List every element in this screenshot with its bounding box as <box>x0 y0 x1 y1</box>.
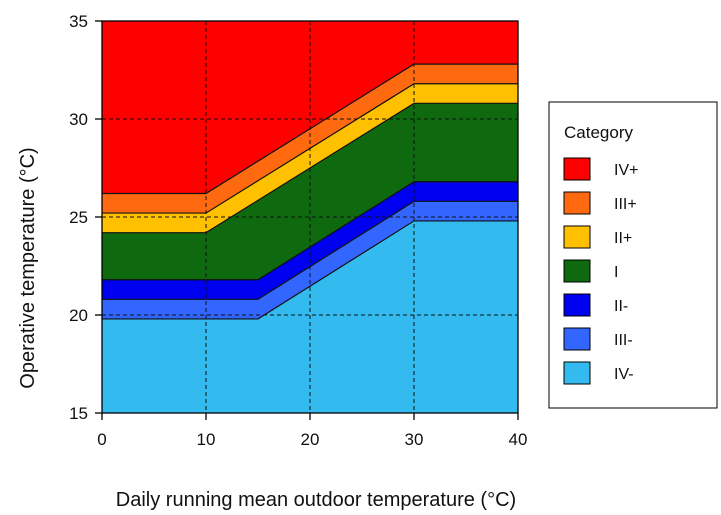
legend-swatch <box>563 225 591 249</box>
band-iii-minus <box>102 201 518 319</box>
legend-label: I <box>614 264 618 281</box>
legend-label: III- <box>614 332 633 349</box>
legend-item-ii-minus: II- <box>563 293 628 317</box>
legend-item-i: I <box>563 259 618 283</box>
boundary-line <box>102 220 518 320</box>
legend-items: IV+III+II+III-III-IV- <box>563 157 638 385</box>
legend-swatch <box>563 293 591 317</box>
y-tick-label: 30 <box>69 110 88 129</box>
legend-swatch <box>563 259 591 283</box>
y-tick-label: 25 <box>69 208 88 227</box>
legend-swatch <box>563 361 591 385</box>
legend-swatch <box>563 157 591 181</box>
x-tick-label: 40 <box>509 430 528 449</box>
y-tick-label: 35 <box>69 12 88 31</box>
x-tick-label: 20 <box>301 430 320 449</box>
legend-label: IV- <box>614 366 634 383</box>
x-tick-label: 10 <box>197 430 216 449</box>
boundary-line <box>102 181 518 281</box>
y-axis-title: Operative temperature (°C) <box>17 147 39 388</box>
band-ii-minus <box>102 181 518 300</box>
legend-frame <box>548 101 718 409</box>
axis-ticks <box>95 20 519 420</box>
legend-item-iv-minus: IV- <box>563 361 634 385</box>
legend-title: Category <box>564 123 633 142</box>
x-tick-label: 0 <box>97 430 106 449</box>
y-tick-label: 20 <box>69 306 88 325</box>
legend-item-iv-plus: IV+ <box>563 157 638 181</box>
x-tick-label: 30 <box>405 430 424 449</box>
boundary-line <box>102 200 518 300</box>
y-tick-labels: 15 20 25 30 35 <box>69 12 88 423</box>
legend-label: IV+ <box>614 162 638 179</box>
legend-item-iii-minus: III- <box>563 327 633 351</box>
legend-label: III+ <box>614 196 637 213</box>
band-ii-plus <box>102 83 518 233</box>
y-tick-label: 15 <box>69 404 88 423</box>
legend-item-iii-plus: III+ <box>563 191 637 215</box>
legend: Category IV+III+II+III-III-IV- <box>548 101 718 409</box>
legend-item-ii-plus: II+ <box>563 225 632 249</box>
legend-label: II- <box>614 298 628 315</box>
legend-swatch <box>563 327 591 351</box>
x-axis-title: Daily running mean outdoor temperature (… <box>116 489 516 511</box>
grid-lines <box>102 21 518 413</box>
legend-label: II+ <box>614 230 632 247</box>
legend-swatch <box>563 191 591 215</box>
band-iii-plus <box>102 64 518 214</box>
x-tick-labels: 0 10 20 30 40 <box>97 430 527 449</box>
